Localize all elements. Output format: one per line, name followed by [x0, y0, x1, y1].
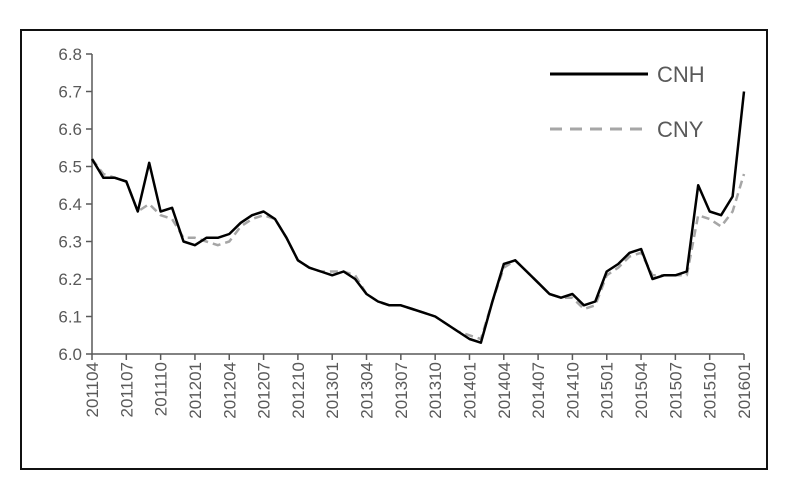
x-tick-label: 201107	[117, 362, 136, 417]
legend-label-cny: CNY	[657, 117, 704, 142]
x-tick-label: 201307	[392, 362, 411, 419]
x-tick-label: 201504	[632, 362, 651, 419]
y-axis: 6.0 6.1 6.2 6.3 6.4 6.5 6.6 6.7 6.8	[58, 45, 93, 364]
x-axis: 201104 201107 201110 201201 201204 201207 2012…	[83, 353, 754, 419]
x-tick-label: 201410	[563, 362, 582, 419]
series-line-cnh	[90, 91, 746, 344]
y-tick-label: 6.8	[58, 45, 82, 64]
x-tick-label: 201104	[83, 362, 102, 417]
x-tick-label: 201407	[529, 362, 548, 419]
y-tick-label: 6.2	[58, 270, 82, 289]
legend: CNH CNY	[550, 62, 705, 142]
x-tick-label: 201310	[426, 362, 445, 419]
y-tick-label: 6.4	[58, 195, 82, 214]
x-tick-label: 201507	[666, 362, 685, 419]
x-tick-label: 201601	[735, 362, 754, 419]
y-tick-label: 6.1	[58, 308, 82, 327]
x-tick-label: 201404	[495, 362, 514, 419]
x-tick-label: 201110	[152, 362, 171, 416]
y-tick-label: 6.7	[58, 83, 82, 102]
series-line-cny	[91, 158, 746, 341]
series-lines	[90, 91, 746, 344]
chart-frame: 6.0 6.1 6.2 6.3 6.4 6.5 6.6 6.7 6.8 201104 201107…	[20, 29, 768, 470]
x-tick-label: 201201	[186, 362, 205, 419]
y-tick-label: 6.0	[58, 345, 82, 364]
y-tick-label: 6.3	[58, 233, 82, 252]
x-tick-label: 201301	[323, 362, 342, 419]
x-tick-label: 201501	[598, 362, 617, 419]
x-tick-label: 201210	[289, 362, 308, 419]
legend-label-cnh: CNH	[657, 62, 705, 87]
x-tick-label: 201304	[358, 362, 377, 419]
y-tick-label: 6.6	[58, 120, 82, 139]
line-chart: 6.0 6.1 6.2 6.3 6.4 6.5 6.6 6.7 6.8 201104 201107…	[58, 45, 754, 419]
y-tick-label: 6.5	[58, 158, 82, 177]
x-tick-label: 201207	[255, 362, 274, 419]
x-tick-label: 201510	[701, 362, 720, 419]
x-tick-label: 201204	[220, 362, 239, 419]
x-tick-label: 201401	[460, 362, 479, 419]
